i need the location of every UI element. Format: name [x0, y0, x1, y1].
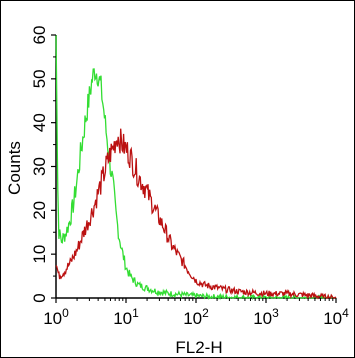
y-tick-label: 0 [30, 293, 49, 302]
y-tick-label: 10 [30, 245, 49, 264]
series-layer [55, 35, 337, 301]
y-axis-title: Counts [5, 141, 24, 195]
y-tick-label: 20 [30, 201, 49, 220]
y-tick-label: 60 [30, 26, 49, 45]
x-tick-label: 101 [113, 306, 139, 328]
x-tick-label: 102 [183, 306, 209, 328]
axes [55, 35, 336, 299]
x-tick-label: 104 [323, 306, 349, 328]
x-axis-title: FL2-H [175, 338, 222, 357]
y-tick-label: 30 [30, 157, 49, 176]
y-tick-label: 40 [30, 113, 49, 132]
x-tick-label: 103 [253, 306, 279, 328]
y-tick-label: 50 [30, 69, 49, 88]
series-line-1 [55, 35, 336, 301]
ticks-layer: 100 101 102 103 104 0 10 20 30 40 50 60 [30, 26, 349, 328]
series-line-2 [55, 128, 337, 300]
x-tick-label: 100 [43, 306, 69, 328]
